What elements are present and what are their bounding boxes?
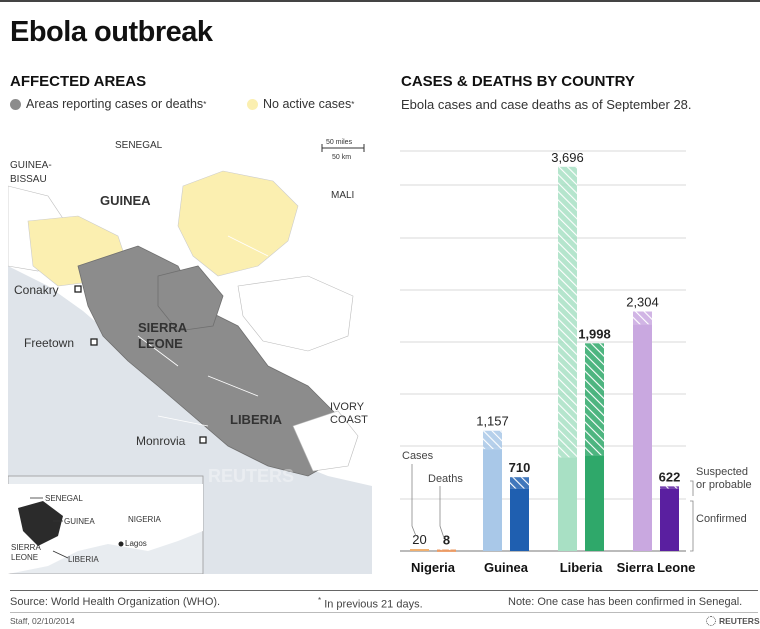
footnote: * In previous 21 days.	[318, 596, 423, 611]
bar-cases-confirmed	[633, 324, 652, 551]
footer-rule-2	[10, 612, 758, 613]
inset-map: SENEGAL GUINEA NIGERIA Lagos SIERRA LEON…	[8, 475, 204, 574]
legend-deaths-label: Deaths	[428, 473, 463, 485]
category-labels: Nigeria Guinea Liberia Sierra Leone	[411, 560, 695, 575]
bar-cases-confirmed	[410, 549, 429, 551]
value-label-deaths: 710	[509, 460, 531, 475]
map-heading: AFFECTED AREAS	[10, 73, 147, 90]
value-label-cases: 2,304	[626, 295, 659, 310]
value-label-deaths: 1,998	[578, 326, 611, 341]
label-mali: MALI	[331, 190, 354, 201]
label-senegal: SENEGAL	[115, 140, 163, 151]
scale-km: 50 km	[332, 154, 351, 161]
senegal-note: Note: One case has been confirmed in Sen…	[508, 596, 743, 608]
value-labels: 20 8 1,157 710 3,696 1,998 2,304 622	[412, 150, 680, 548]
category-label: Sierra Leone	[617, 560, 696, 575]
bar-hatch	[585, 343, 604, 456]
legend-reporting-note: *	[203, 99, 207, 109]
category-label: Nigeria	[411, 560, 456, 575]
label-liberia: LIBERIA	[230, 412, 283, 427]
legend-suspected-line1: Suspected	[696, 466, 748, 478]
inset-guinea: GUINEA	[64, 517, 95, 526]
reporting-area-north	[157, 265, 224, 332]
bar-cases-confirmed	[558, 457, 577, 551]
value-label-deaths: 622	[659, 469, 681, 484]
unaffected-southeast	[292, 410, 359, 472]
label-coast: COAST	[330, 414, 368, 426]
affected-areas-map: SENEGAL GUINEA- BISSAU MALI GUINEA Conak…	[8, 126, 372, 574]
bars	[410, 166, 679, 552]
gray-dot-icon	[10, 98, 21, 110]
cases-deaths-chart: 20 8 1,157 710 3,696 1,998 2,304 622 Nigeria Gui…	[400, 150, 752, 575]
yellow-dot-icon	[247, 98, 258, 110]
category-label: Guinea	[484, 560, 529, 575]
footnote-text: In previous 21 days.	[324, 598, 423, 611]
label-freetown: Freetown	[24, 336, 74, 350]
legend-suspected-line2: or probable	[696, 479, 752, 491]
bar-hatch	[633, 311, 652, 325]
label-guinea-bissau-1: GUINEA-	[10, 160, 52, 171]
district-borders	[127, 180, 269, 427]
bar-deaths-confirmed	[585, 455, 604, 551]
inset-leone: LEONE	[11, 553, 38, 562]
bar-cases-confirmed	[483, 449, 502, 551]
value-label-cases: 3,696	[551, 150, 584, 165]
scale-miles: 50 miles	[326, 139, 353, 146]
no-active-area	[177, 170, 299, 277]
label-conakry: Conakry	[14, 283, 59, 297]
value-label-deaths: 8	[443, 533, 450, 548]
value-label-cases: 20	[412, 532, 426, 547]
lagos-dot	[118, 541, 124, 547]
inset-senegal: SENEGAL	[45, 494, 83, 503]
label-guinea-bissau-2: BISSAU	[10, 174, 47, 185]
reuters-logo-icon	[706, 616, 716, 626]
bar-hatch	[437, 549, 456, 551]
label-leone: LEONE	[138, 336, 183, 351]
source-note: Source: World Health Organization (WHO).	[10, 596, 221, 608]
inset-affected	[18, 501, 63, 546]
unaffected-east	[237, 275, 354, 352]
map-legend-reporting: Areas reporting cases or deaths *	[10, 97, 206, 111]
page-title: Ebola outbreak	[10, 16, 213, 48]
bar-hatch	[483, 430, 502, 450]
top-rule	[0, 0, 760, 2]
bar-hatch	[558, 166, 577, 458]
bar-hatch	[510, 477, 529, 489]
footer-rule	[10, 590, 758, 591]
legend-no-active-note: *	[351, 99, 355, 109]
label-guinea: GUINEA	[100, 193, 151, 208]
bar-deaths-confirmed	[660, 488, 679, 551]
legend-cases-label: Cases	[402, 450, 434, 462]
legend-reporting-label: Areas reporting cases or deaths	[26, 97, 204, 111]
chart-subtitle: Ebola cases and case deaths as of Septem…	[401, 97, 692, 112]
label-monrovia: Monrovia	[136, 434, 186, 448]
staff-credit: Staff, 02/10/2014	[10, 616, 75, 626]
inset-liberia: LIBERIA	[68, 555, 99, 564]
bar-deaths-confirmed	[510, 488, 529, 551]
inset-nigeria: NIGERIA	[128, 515, 162, 524]
legend-confirmed-bracket	[690, 500, 694, 552]
conakry-marker	[74, 285, 82, 293]
bar-hatch	[660, 486, 679, 489]
freetown-marker	[90, 338, 98, 346]
legend-confirmed: Confirmed	[696, 513, 747, 525]
bar-deaths-confirmed	[437, 550, 456, 552]
legend-suspected-bracket	[690, 480, 694, 496]
chart-heading: CASES & DEATHS BY COUNTRY	[401, 73, 635, 90]
value-label-cases: 1,157	[476, 414, 509, 429]
inset-sierra: SIERRA	[11, 543, 41, 552]
category-label: Liberia	[560, 560, 603, 575]
reuters-brand: REUTERS	[719, 616, 760, 626]
reuters-logo: REUTERS	[706, 616, 760, 626]
label-sierra: SIERRA	[138, 320, 188, 335]
inset-lagos: Lagos	[125, 539, 147, 548]
label-ivory: IVORY	[330, 401, 365, 413]
legend-no-active-label: No active cases	[263, 97, 352, 111]
legend-cases-leader	[411, 464, 417, 537]
map-legend-no-active: No active cases *	[247, 97, 354, 111]
map-watermark: REUTERS	[208, 466, 294, 486]
footnote-mark: *	[318, 596, 322, 605]
legend-deaths-leader	[439, 486, 445, 539]
monrovia-marker	[199, 436, 207, 444]
